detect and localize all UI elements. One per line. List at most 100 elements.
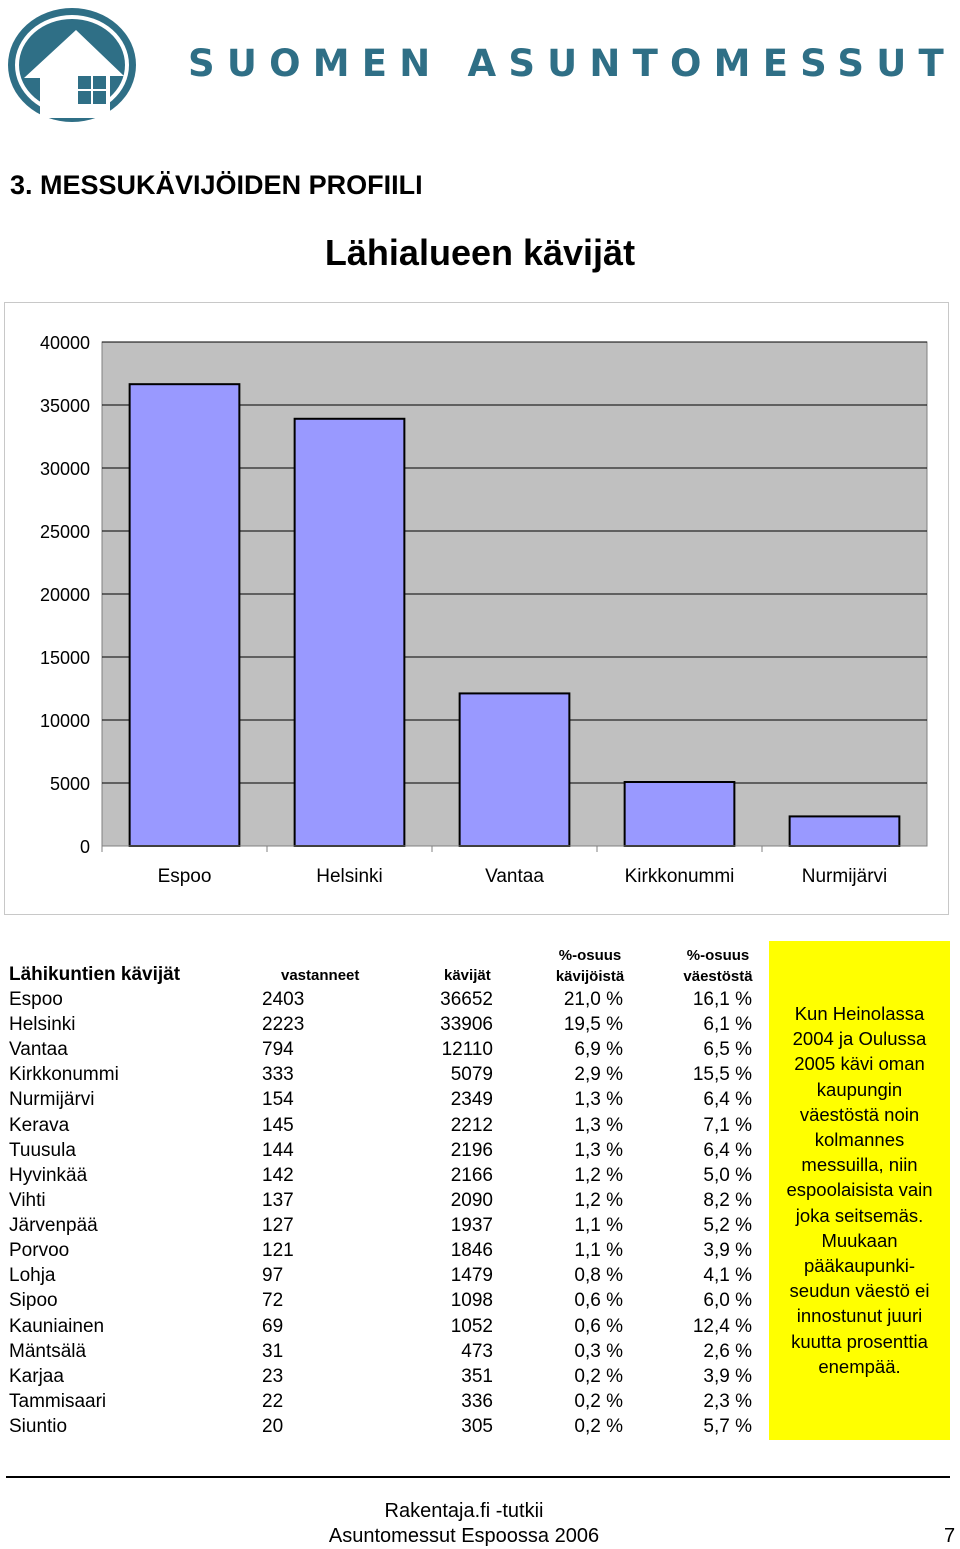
cell-kunta: Järvenpää <box>9 1215 98 1236</box>
note-line: kuutta prosenttia <box>791 1330 928 1352</box>
cell-osuus-vaestosta: 2,3 % <box>703 1391 752 1412</box>
cell-kunta: Kerava <box>9 1115 70 1136</box>
cell-osuus-kavijoista: 0,2 % <box>574 1416 623 1437</box>
cell-osuus-vaestosta: 5,0 % <box>703 1165 752 1186</box>
cell-kavijat: 351 <box>461 1366 493 1387</box>
cell-vastanneet: 144 <box>262 1140 294 1161</box>
bar-chart: 0 5000 10000 15000 20000 25000 30000 35000 40000… <box>4 302 949 915</box>
cell-vastanneet: 20 <box>262 1416 284 1437</box>
cell-osuus-vaestosta: 6,0 % <box>703 1290 752 1311</box>
cell-kunta: Siuntio <box>9 1416 68 1437</box>
house-with-window-icon <box>8 8 136 122</box>
cell-kavijat: 336 <box>461 1391 493 1412</box>
cell-osuus-kavijoista: 0,6 % <box>574 1290 623 1311</box>
cell-kavijat: 1052 <box>450 1316 493 1337</box>
cell-kunta: Karjaa <box>9 1366 64 1387</box>
cell-kavijat: 1479 <box>450 1265 493 1286</box>
page-number: 7 <box>944 1525 956 1547</box>
bar-chart-svg: 0 5000 10000 15000 20000 25000 30000 35000 40000… <box>40 333 928 887</box>
cell-osuus-vaestosta: 6,5 % <box>703 1039 752 1060</box>
bar-vantaa <box>458 692 571 847</box>
cell-kavijat: 473 <box>461 1341 493 1362</box>
bar-helsinki <box>293 417 406 848</box>
chart-title: Lähialueen kävijät <box>324 232 636 273</box>
cell-kavijat: 12110 <box>441 1039 493 1060</box>
cell-kunta: Vihti <box>9 1190 46 1211</box>
note-line: Muukaan <box>821 1229 898 1251</box>
cell-osuus-vaestosta: 6,4 % <box>703 1089 752 1110</box>
cell-kavijat: 36652 <box>440 989 493 1010</box>
cell-vastanneet: 72 <box>262 1290 284 1311</box>
cell-osuus-kavijoista: 1,1 % <box>574 1240 623 1261</box>
x-tick-label: Helsinki <box>316 866 383 887</box>
cell-osuus-kavijoista: 2,9 % <box>574 1064 623 1085</box>
cell-osuus-vaestosta: 7,1 % <box>703 1115 752 1136</box>
cell-kavijat: 305 <box>461 1416 493 1437</box>
cell-osuus-kavijoista: 21,0 % <box>563 989 623 1010</box>
y-tick-label: 20000 <box>40 585 90 605</box>
note-line: joka seitsemäs. <box>795 1204 924 1226</box>
cell-kunta: Kauniainen <box>9 1316 105 1337</box>
cell-kavijat: 5079 <box>450 1064 493 1085</box>
cell-kavijat: 1937 <box>450 1215 493 1236</box>
cell-vastanneet: 31 <box>262 1341 284 1362</box>
col-header-osuus-kavijoista: %-osuus kävijöistä <box>540 945 640 987</box>
col-header-kavijat: kävijät <box>444 967 491 984</box>
cell-vastanneet: 2223 <box>262 1014 305 1035</box>
note-line: Kun Heinolassa <box>794 1003 925 1024</box>
y-tick-label: 5000 <box>50 774 90 794</box>
cell-osuus-kavijoista: 1,2 % <box>574 1190 623 1211</box>
col-header-osuus-kavijoista-line1: %-osuus <box>558 947 622 964</box>
cell-osuus-kavijoista: 6,9 % <box>574 1039 623 1060</box>
note-line: väestöstä noin <box>799 1103 920 1125</box>
note-line: kolmannes <box>814 1129 905 1151</box>
cell-kunta: Mäntsälä <box>9 1341 87 1362</box>
cell-osuus-vaestosta: 12,4 % <box>692 1316 752 1337</box>
cell-vastanneet: 142 <box>262 1165 294 1186</box>
note-line: 2004 ja Oulussa <box>792 1028 927 1050</box>
cell-osuus-vaestosta: 6,1 % <box>703 1014 752 1035</box>
cell-osuus-kavijoista: 1,3 % <box>574 1140 623 1161</box>
cell-kunta: Tuusula <box>9 1140 76 1161</box>
footer-line1: Rakentaja.fi -tutkii <box>384 1500 544 1522</box>
y-tick-label: 15000 <box>40 648 90 668</box>
cell-kavijat: 2349 <box>450 1089 493 1110</box>
cell-kunta: Nurmijärvi <box>9 1089 95 1110</box>
cell-osuus-kavijoista: 1,3 % <box>574 1115 623 1136</box>
section-title: 3. MESSUKÄVIJÖIDEN PROFIILI <box>10 170 423 200</box>
bar-kirkkonummi <box>623 781 736 848</box>
cell-vastanneet: 333 <box>262 1064 294 1085</box>
cell-osuus-kavijoista: 0,2 % <box>574 1366 623 1387</box>
cell-kunta: Hyvinkää <box>9 1165 88 1186</box>
cell-osuus-kavijoista: 0,8 % <box>574 1265 623 1286</box>
cell-osuus-vaestosta: 2,6 % <box>703 1341 752 1362</box>
cell-vastanneet: 97 <box>262 1265 284 1286</box>
cell-osuus-kavijoista: 19,5 % <box>563 1014 623 1035</box>
brand-name: SUOMEN ASUNTOMESSUT <box>188 42 956 85</box>
cell-osuus-vaestosta: 3,9 % <box>703 1240 752 1261</box>
cell-osuus-kavijoista: 0,2 % <box>574 1391 623 1412</box>
footer-line2: Asuntomessut Espoossa 2006 <box>328 1525 600 1547</box>
y-tick-label: 35000 <box>40 396 90 416</box>
bar-espoo <box>128 383 241 847</box>
cell-osuus-vaestosta: 8,2 % <box>703 1190 752 1211</box>
y-tick-label: 40000 <box>40 333 90 353</box>
cell-vastanneet: 121 <box>262 1240 294 1261</box>
cell-vastanneet: 137 <box>262 1190 294 1211</box>
cell-osuus-kavijoista: 1,1 % <box>574 1215 623 1236</box>
cell-kunta: Tammisaari <box>9 1391 107 1412</box>
cell-kunta: Sipoo <box>9 1290 58 1311</box>
x-tick-label: Vantaa <box>485 866 544 887</box>
cell-osuus-vaestosta: 4,1 % <box>703 1265 752 1286</box>
cell-kavijat: 2090 <box>450 1190 493 1211</box>
note-line: seudun väestö ei <box>789 1280 930 1302</box>
cell-osuus-kavijoista: 0,3 % <box>574 1341 623 1362</box>
cell-kavijat: 2196 <box>450 1140 493 1161</box>
col-header-osuus-vaestosta: %-osuus väestöstä <box>668 945 768 987</box>
cell-osuus-kavijoista: 1,2 % <box>574 1165 623 1186</box>
cell-osuus-vaestosta: 6,4 % <box>703 1140 752 1161</box>
cell-osuus-vaestosta: 16,1 % <box>692 989 752 1010</box>
cell-kunta: Porvoo <box>9 1240 70 1261</box>
table-title: Lähikuntien kävijät <box>9 964 181 985</box>
cell-osuus-vaestosta: 5,7 % <box>703 1416 752 1437</box>
